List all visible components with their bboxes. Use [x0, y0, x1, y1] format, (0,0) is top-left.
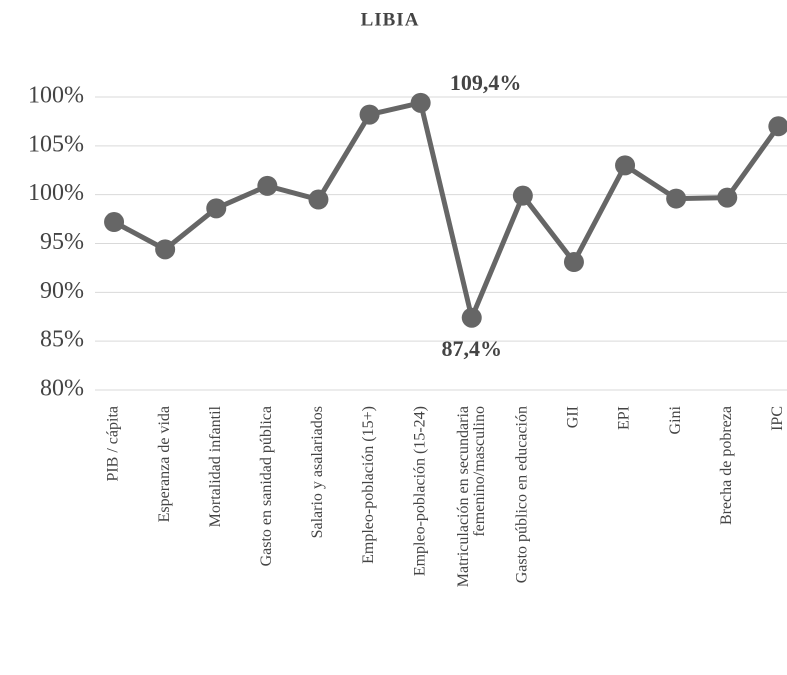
x-tick-label: PIB / cápita — [105, 406, 122, 482]
marker — [359, 104, 380, 125]
marker — [257, 175, 278, 196]
y-tick-label: 80% — [40, 376, 84, 402]
marker — [615, 155, 636, 176]
x-tick-label: Gasto público en educación — [514, 406, 531, 583]
chart-title: LIBIA — [361, 9, 420, 30]
marker — [104, 212, 125, 233]
marker — [666, 188, 687, 209]
x-tick-label: Esperanza de vida — [156, 406, 173, 522]
marker — [512, 185, 533, 206]
x-tick-label: Matriculación en secundariafemenino/masc… — [454, 406, 487, 587]
marker — [410, 92, 431, 113]
x-tick-label: Mortalidad infantil — [207, 405, 224, 527]
x-tick-label: Brecha de pobreza — [718, 406, 735, 525]
marker — [155, 239, 176, 260]
x-tick-label: Gini — [667, 405, 684, 434]
data-label: 87,4% — [442, 336, 503, 361]
x-tick-label: Empleo-población (15+) — [360, 406, 377, 564]
y-tick-label: 95% — [40, 229, 84, 255]
marker — [461, 307, 482, 328]
marker — [206, 198, 227, 219]
x-tick-label: Gasto en sanidad pública — [258, 406, 275, 566]
y-tick-label: 100% — [28, 180, 84, 206]
y-tick-label: 90% — [40, 278, 84, 304]
y-tick-label: 100% — [28, 83, 84, 109]
data-label: 109,4% — [450, 70, 522, 95]
x-tick-label: Empleo-población (15-24) — [411, 406, 428, 576]
y-tick-label: 105% — [28, 131, 84, 157]
marker — [563, 252, 584, 273]
x-tick-label: EPI — [616, 406, 633, 430]
x-tick-label: IPC — [769, 406, 786, 431]
x-tick-label: GII — [565, 406, 582, 428]
marker — [768, 116, 787, 137]
x-tick-label: Salario y asalariados — [309, 406, 326, 538]
y-tick-label: 85% — [40, 327, 84, 353]
marker — [308, 189, 329, 210]
marker — [717, 187, 738, 208]
